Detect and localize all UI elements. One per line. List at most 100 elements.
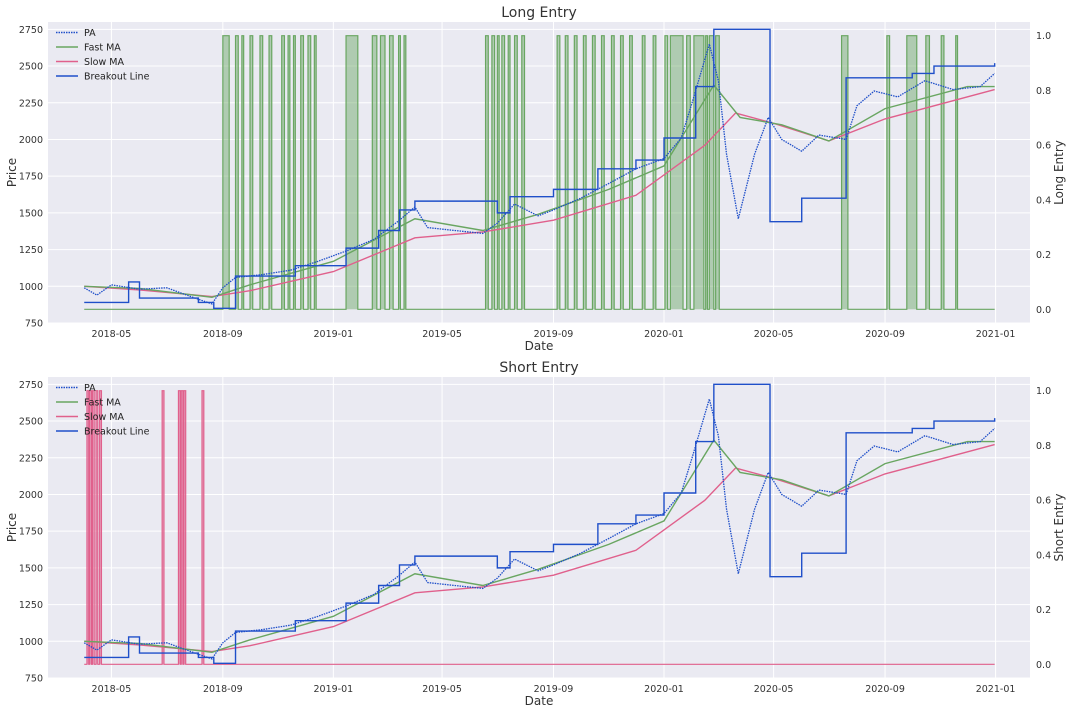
y-tick-label: 1750 (19, 527, 43, 538)
entry-signal-block (380, 35, 385, 310)
entry-signal-block (653, 35, 656, 310)
chart-title: Long Entry (501, 5, 577, 21)
entry-signal-block (906, 35, 917, 310)
x-tick-label: 2018-09 (203, 329, 243, 340)
entry-signal-block (611, 35, 615, 310)
legend-label-slow-ma: Slow MA (84, 57, 124, 68)
entry-signal-block (222, 35, 230, 310)
entry-signal-block (92, 390, 95, 665)
entry-signal-block (398, 35, 401, 310)
x-tick-label: 2020-09 (865, 329, 905, 340)
x-axis-label: Date (525, 694, 554, 708)
y2-axis-label: Short Entry (1052, 494, 1066, 562)
x-tick-label: 2018-09 (203, 684, 243, 695)
x-tick-label: 2019-05 (422, 684, 462, 695)
entry-signal-block (715, 35, 720, 310)
legend-label-fast-ma: Fast MA (84, 43, 121, 54)
entry-signal-block (514, 35, 518, 310)
x-tick-label: 2021-01 (976, 329, 1016, 340)
y2-axis-label: Long Entry (1052, 140, 1066, 205)
y2-tick-label: 1.0 (1036, 386, 1051, 397)
entry-signal-block (99, 390, 102, 665)
y-axis-label: Price (5, 158, 19, 187)
entry-signal-block (307, 35, 311, 310)
x-tick-label: 2020-05 (754, 684, 794, 695)
plot-marks (83, 28, 996, 310)
x-tick-label: 2020-05 (754, 329, 794, 340)
entry-signal-block (293, 35, 296, 310)
entry-signal-line (84, 35, 995, 310)
entry-signal-block (86, 390, 89, 665)
x-tick-label: 2019-01 (314, 329, 354, 340)
legend-label-pa: PA (84, 383, 96, 394)
entry-signal-block (565, 35, 568, 310)
entry-signal-block (705, 35, 708, 310)
y2-tick-label: 0.8 (1036, 86, 1051, 97)
entry-signal-block (162, 390, 164, 665)
series-breakout-line (84, 383, 996, 665)
series-fast-ma (84, 83, 995, 299)
entry-signal-block (404, 35, 406, 310)
y-tick-label: 2250 (19, 98, 43, 109)
entry-signal-block (497, 35, 500, 310)
y-tick-label: 2500 (19, 417, 43, 428)
y-tick-label: 1000 (19, 637, 43, 648)
y-tick-label: 2000 (19, 135, 43, 146)
entry-signal-block (642, 35, 645, 310)
entry-signal-block (508, 35, 511, 310)
entry-signal-block (521, 35, 525, 310)
y-tick-label: 2250 (19, 453, 43, 464)
y2-tick-label: 0.4 (1036, 195, 1051, 206)
legend: PA Fast MA Slow MA Breakout Line (56, 383, 150, 438)
entry-signal-block (346, 35, 358, 310)
subplot-long-entry: 750 1000 1250 1500 1750 2000 2250 2500 2750 2018-… (5, 5, 1066, 353)
x-tick-label: 2021-01 (976, 684, 1016, 695)
y-tick-label: 2500 (19, 62, 43, 73)
y-axis-label: Price (5, 513, 19, 542)
entry-signal-block (183, 390, 186, 665)
y2-tick-label: 0.8 (1036, 441, 1051, 452)
entry-signal-block (300, 35, 304, 310)
y2-tick-label: 0.6 (1036, 496, 1051, 507)
entry-signal-block (925, 35, 930, 310)
series-breakout-line (84, 28, 996, 310)
entry-signal-block (583, 35, 587, 310)
x-tick-label: 2018-05 (92, 329, 132, 340)
y2-tick-label: 0.0 (1036, 305, 1051, 316)
entry-signal-block (501, 35, 505, 310)
entry-signal-block (389, 35, 394, 310)
entry-signal-block (281, 35, 285, 310)
x-tick-label: 2019-01 (314, 684, 354, 695)
legend-label-slow-ma: Slow MA (84, 412, 124, 423)
entry-signal-block (202, 390, 204, 665)
y2-tick-label: 0.0 (1036, 660, 1051, 671)
y2-tick-label: 0.6 (1036, 141, 1051, 152)
y-tick-label: 2750 (19, 380, 43, 391)
legend-label-fast-ma: Fast MA (84, 398, 121, 409)
entry-signal-block (601, 35, 605, 310)
y-tick-label: 1750 (19, 172, 43, 183)
entry-signal-block (241, 35, 244, 310)
entry-signal-block (941, 35, 944, 310)
y-tick-label: 750 (25, 319, 43, 330)
subplot-short-entry: 750 1000 1250 1500 1750 2000 2250 2500 2750 2018-… (5, 360, 1066, 708)
y2-tick-label: 0.4 (1036, 550, 1051, 561)
plot-area (48, 377, 1030, 678)
y-tick-label: 2750 (19, 25, 43, 36)
plot-area (48, 22, 1030, 323)
entry-signal-block (485, 35, 489, 310)
entry-signal-block (841, 35, 848, 310)
entry-signal-block (629, 35, 633, 310)
entry-signal-block (96, 390, 98, 665)
legend: PA Fast MA Slow MA Breakout Line (56, 28, 150, 83)
x-tick-label: 2019-05 (422, 329, 462, 340)
plot-marks (83, 383, 996, 665)
entry-signal-block (178, 390, 181, 665)
y-tick-label: 1500 (19, 208, 43, 219)
entry-signal-block (181, 390, 183, 665)
y-tick-label: 1500 (19, 563, 43, 574)
x-tick-label: 2020-01 (644, 684, 684, 695)
entry-signal-block (269, 35, 272, 310)
entry-signal-block (592, 35, 596, 310)
